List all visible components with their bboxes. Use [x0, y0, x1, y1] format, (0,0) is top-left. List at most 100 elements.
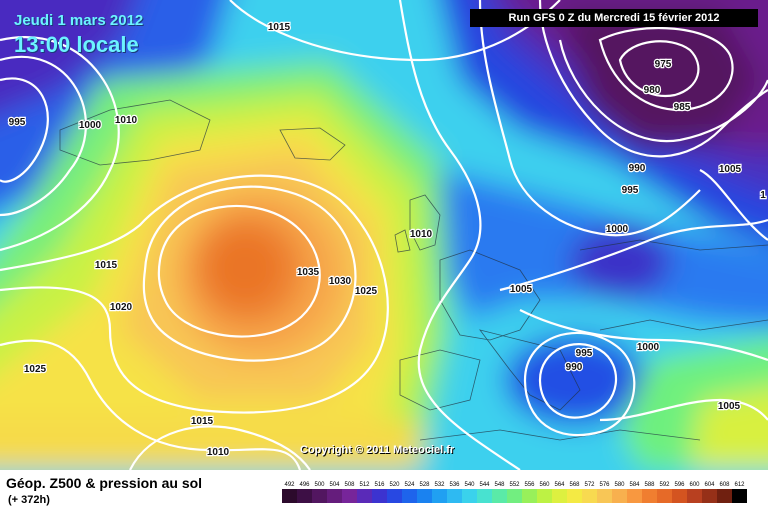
- legend-tick-label: 504: [329, 482, 340, 488]
- isobar-label: 1000: [637, 342, 660, 353]
- legend-swatch: [327, 489, 342, 503]
- legend-swatch: [402, 489, 417, 503]
- legend-swatch: [507, 489, 522, 503]
- isobar-label: 1010: [410, 229, 433, 240]
- isobar-label: 1010: [115, 115, 138, 126]
- legend-swatch: [447, 489, 462, 503]
- legend-tick-label: 580: [614, 482, 625, 488]
- isobar-label: 1000: [606, 224, 629, 235]
- legend-tick-label: 512: [359, 482, 370, 488]
- legend-tick-label: 528: [419, 482, 430, 488]
- legend-tick-label: 552: [509, 482, 520, 488]
- legend-swatch: [612, 489, 627, 503]
- isobar-label: 1015: [268, 22, 291, 33]
- legend-tick-label: 500: [314, 482, 325, 488]
- legend-tick-label: 548: [494, 482, 505, 488]
- legend-swatch: [462, 489, 477, 503]
- isobar-label: 1005: [510, 284, 533, 295]
- footer-bar: Géop. Z500 & pression au sol (+ 372h) 49…: [0, 470, 768, 512]
- legend-swatch: [567, 489, 582, 503]
- isobar-label: 1015: [191, 416, 214, 427]
- lead-time: (+ 372h): [8, 494, 50, 506]
- legend-swatch: [702, 489, 717, 503]
- isobar-label: 1010: [207, 447, 230, 458]
- isobar-label: 975: [655, 59, 672, 70]
- legend-swatch: [732, 489, 747, 503]
- legend-swatch: [387, 489, 402, 503]
- isobar-label: 990: [566, 362, 583, 373]
- isobar-label: 1020: [110, 302, 133, 313]
- legend-tick-label: 576: [599, 482, 610, 488]
- isobar-label: 1025: [24, 364, 47, 375]
- isobar-label: 1: [760, 190, 766, 201]
- isobar-label: 985: [674, 102, 691, 113]
- legend-tick-label: 524: [404, 482, 415, 488]
- forecast-date: Jeudi 1 mars 2012: [14, 12, 144, 29]
- legend-tick-label: 588: [644, 482, 655, 488]
- coastlines: [59, 99, 768, 441]
- legend-swatch: [687, 489, 702, 503]
- legend-swatch: [432, 489, 447, 503]
- legend-tick-label: 596: [674, 482, 685, 488]
- legend-tick-label: 568: [569, 482, 580, 488]
- legend-swatch: [717, 489, 732, 503]
- legend-swatch: [642, 489, 657, 503]
- legend-tick-label: 608: [719, 482, 730, 488]
- legend-tick-label: 592: [659, 482, 670, 488]
- legend-swatch: [312, 489, 327, 503]
- legend-tick-label: 564: [554, 482, 565, 488]
- legend-swatch: [537, 489, 552, 503]
- legend-swatch: [282, 489, 297, 503]
- legend-tick-label: 600: [689, 482, 700, 488]
- run-info: Run GFS 0 Z du Mercredi 15 février 2012: [470, 9, 758, 27]
- legend-swatch: [582, 489, 597, 503]
- isobar-label: 995: [576, 348, 593, 359]
- isobar-label: 1015: [95, 260, 118, 271]
- legend-swatch: [417, 489, 432, 503]
- isobar-label: 990: [629, 163, 646, 174]
- legend-tick-label: 532: [434, 482, 445, 488]
- isobar-label: 1005: [719, 164, 742, 175]
- isobar-label: 995: [622, 185, 639, 196]
- legend-tick-label: 520: [389, 482, 400, 488]
- legend-tick-label: 544: [479, 482, 490, 488]
- isobar-label: 980: [644, 85, 661, 96]
- legend-tick-label: 516: [374, 482, 385, 488]
- legend-swatch: [492, 489, 507, 503]
- legend-tick-label: 536: [449, 482, 460, 488]
- legend-swatch: [672, 489, 687, 503]
- legend-tick-label: 492: [284, 482, 295, 488]
- geopotential-fill: [0, 0, 768, 470]
- legend-tick-label: 556: [524, 482, 535, 488]
- legend-tick-label: 540: [464, 482, 475, 488]
- legend-swatch: [342, 489, 357, 503]
- copyright-notice: Copyright © 2011 Meteociel.fr: [300, 444, 455, 456]
- forecast-time: 13:00 locale: [14, 32, 139, 57]
- product-title: Géop. Z500 & pression au sol: [6, 475, 203, 491]
- isobar-label: 1030: [329, 276, 352, 287]
- legend-swatch: [657, 489, 672, 503]
- legend-swatch: [627, 489, 642, 503]
- legend-tick-label: 584: [629, 482, 640, 488]
- legend-swatch: [597, 489, 612, 503]
- legend-swatch: [522, 489, 537, 503]
- legend-swatch: [552, 489, 567, 503]
- isobar-label: 1025: [355, 286, 378, 297]
- isobars: [0, 0, 768, 470]
- isobar-label: 995: [9, 117, 26, 128]
- legend-tick-label: 572: [584, 482, 595, 488]
- isobar-label: 1035: [297, 267, 320, 278]
- legend-tick-label: 560: [539, 482, 550, 488]
- legend-swatch: [357, 489, 372, 503]
- legend-tick-label: 496: [299, 482, 310, 488]
- isobar-label: 1005: [718, 401, 741, 412]
- legend-swatch: [372, 489, 387, 503]
- legend-swatch: [297, 489, 312, 503]
- legend-tick-label: 604: [704, 482, 715, 488]
- legend-tick-label: 508: [344, 482, 355, 488]
- isobar-label: 1000: [79, 120, 102, 131]
- color-legend: 492 496 500 504 508 512 516 520 524 528 532 536 540 5…: [282, 482, 747, 503]
